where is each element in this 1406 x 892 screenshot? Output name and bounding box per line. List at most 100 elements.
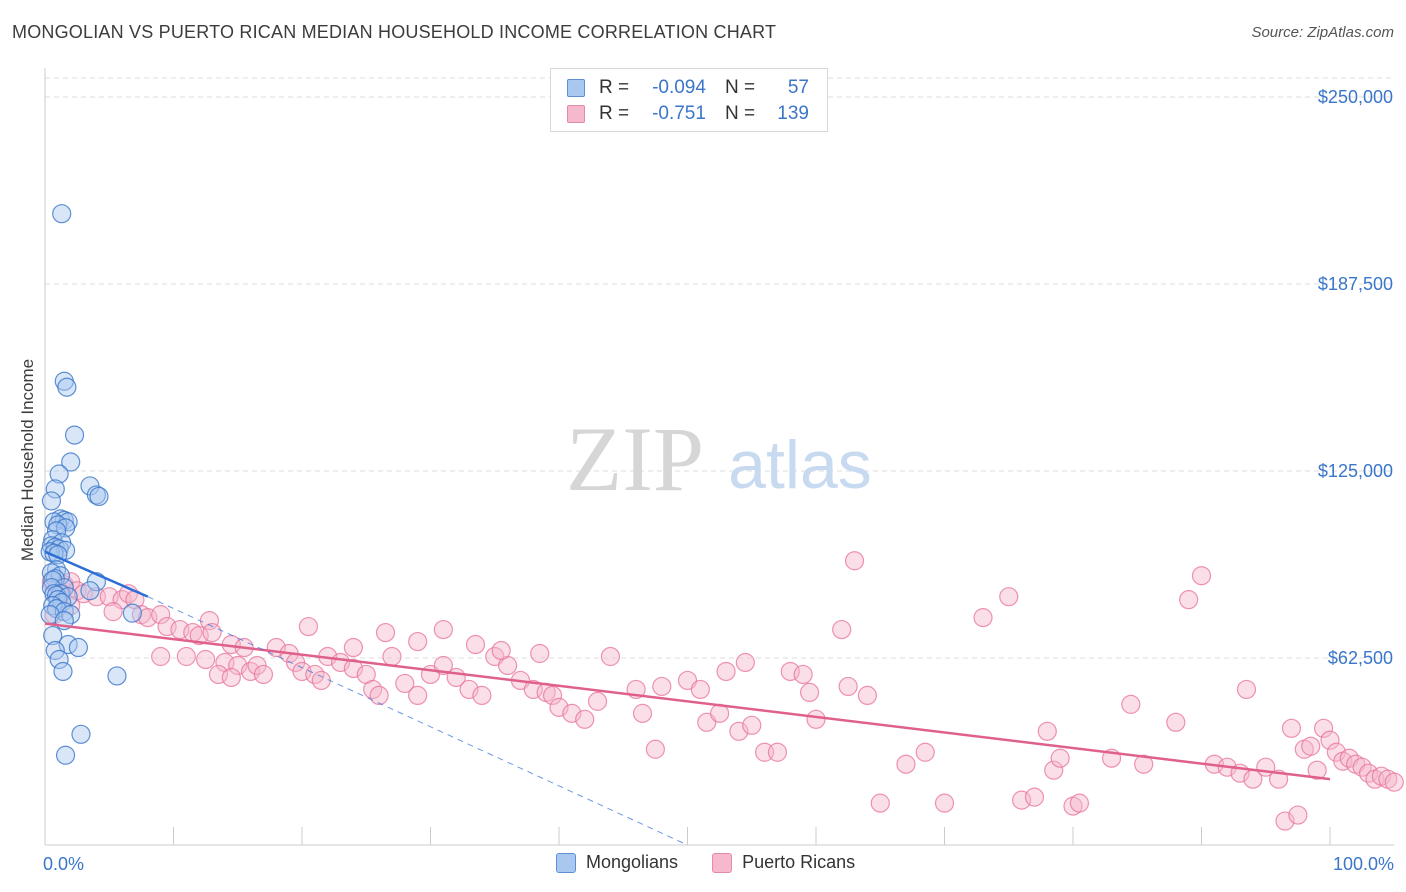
puerto-rican-point [151, 646, 171, 667]
puerto-rican-point [1384, 772, 1404, 792]
y-tick-label: $62,500 [1328, 648, 1393, 668]
puerto-rican-point [103, 602, 123, 622]
puerto-rican-point [632, 703, 653, 723]
mongolian-point [49, 464, 69, 484]
puerto-rican-point [915, 742, 935, 762]
puerto-rican-point [1166, 712, 1186, 732]
mongolian-point [122, 603, 142, 623]
puerto-rican-point [1121, 694, 1141, 714]
mongolian-point [107, 666, 127, 686]
puerto-rican-point [652, 676, 672, 697]
puerto-rican-point [1288, 805, 1308, 825]
puerto-rican-point [408, 631, 428, 652]
puerto-rican-point [196, 649, 216, 670]
puerto-rican-point [530, 643, 550, 664]
trend-lines [44, 550, 1331, 846]
legend-swatch-pink [567, 105, 585, 123]
puerto-rican-point [408, 685, 428, 706]
x-tick-label-end: 100.0% [1333, 854, 1394, 874]
tick-labels: $62,500 $125,000 $187,500 $250,000 0.0% 100.0… [43, 87, 1394, 874]
y-tick-label: $250,000 [1318, 87, 1393, 107]
puerto-rican-point [1320, 730, 1340, 750]
mongolian-point [55, 745, 76, 765]
x-tick-label-start: 0.0% [43, 854, 84, 874]
puerto-ricans-trend-line [44, 622, 1331, 781]
gridlines [45, 77, 1394, 659]
puerto-rican-point [575, 709, 595, 729]
puerto-rican-point [645, 739, 665, 759]
puerto-rican-point [857, 685, 878, 706]
puerto-rican-point [343, 637, 363, 658]
mongolian-point [45, 479, 65, 499]
series-mongolians [40, 204, 142, 765]
puerto-rican-point [1281, 718, 1302, 738]
puerto-rican-point [375, 622, 396, 643]
correlation-legend: R = -0.094 N = 57 R = -0.751 N = 139 [550, 68, 828, 132]
puerto-rican-point [799, 682, 820, 703]
mongolian-point [49, 649, 69, 670]
puerto-rican-point [735, 652, 755, 673]
mongolians-swatch [556, 852, 576, 873]
puerto-rican-point [844, 551, 865, 571]
puerto-rican-point [600, 646, 621, 667]
chart-title: MONGOLIAN VS PUERTO RICAN MEDIAN HOUSEHO… [12, 22, 777, 42]
mongolian-point [71, 724, 91, 744]
puerto-rican-point [1307, 760, 1327, 780]
puerto-rican-point [742, 715, 762, 735]
mongolian-point [80, 581, 100, 601]
mongolian-point [68, 637, 89, 658]
puerto-rican-point [1313, 718, 1334, 738]
legend-n-label: N = [725, 77, 756, 98]
puerto-rican-point [395, 673, 415, 694]
puerto-rican-point [716, 661, 736, 682]
mongolian-point [52, 204, 72, 224]
puerto-rican-point [465, 634, 486, 655]
puerto-rican-point [999, 587, 1019, 607]
puerto-rican-point [838, 676, 858, 697]
puerto-rican-point [1037, 721, 1057, 741]
puerto-rican-point [806, 709, 826, 729]
puerto-rican-point [491, 640, 511, 661]
mongolian-point [57, 377, 77, 397]
mongolian-point [48, 515, 68, 535]
puerto-rican-point [369, 685, 389, 706]
mongolian-point [61, 452, 81, 472]
legend-r-value: -0.751 [652, 103, 706, 124]
puerto-rican-point [832, 619, 852, 640]
puerto-rican-point [176, 646, 196, 667]
puerto-rican-point [1191, 566, 1212, 586]
puerto-rican-point [793, 664, 813, 685]
mongolians-trend-line [44, 550, 149, 598]
mongolian-point [89, 486, 109, 507]
puerto-ricans-legend-label: Puerto Ricans [742, 852, 856, 872]
puerto-ricans-swatch [712, 852, 733, 873]
mongolians-trend-extension [147, 596, 688, 846]
axes [44, 68, 1394, 846]
watermark-zip: ZIP [566, 408, 704, 510]
puerto-rican-point [1044, 760, 1064, 780]
series-puerto-ricans [41, 551, 1404, 831]
puerto-rican-point [1134, 754, 1154, 774]
watermark-atlas: atlas [728, 427, 872, 503]
puerto-rican-point [433, 655, 453, 676]
puerto-rican-point [542, 685, 563, 706]
puerto-rican-point [151, 605, 171, 625]
puerto-rican-point [1069, 793, 1090, 813]
puerto-rican-point [1179, 590, 1199, 610]
puerto-rican-point [311, 670, 331, 691]
puerto-rican-point [1236, 679, 1257, 700]
legend-swatch-blue [567, 79, 585, 97]
puerto-rican-point [870, 793, 890, 813]
puerto-rican-point [382, 646, 402, 667]
legend-row-puerto-ricans: R = -0.751 N = 139 [567, 102, 809, 126]
y-tick-label: $187,500 [1318, 274, 1393, 294]
legend-row-mongolians: R = -0.094 N = 57 [567, 76, 809, 100]
puerto-rican-point [973, 608, 993, 628]
puerto-rican-point [253, 664, 274, 685]
mongolian-point [64, 425, 85, 445]
puerto-rican-point [934, 793, 955, 813]
legend-n-label: N = [725, 103, 756, 124]
watermark: ZIP atlas [566, 408, 872, 510]
source-credit: Source: ZipAtlas.com [1251, 24, 1394, 41]
